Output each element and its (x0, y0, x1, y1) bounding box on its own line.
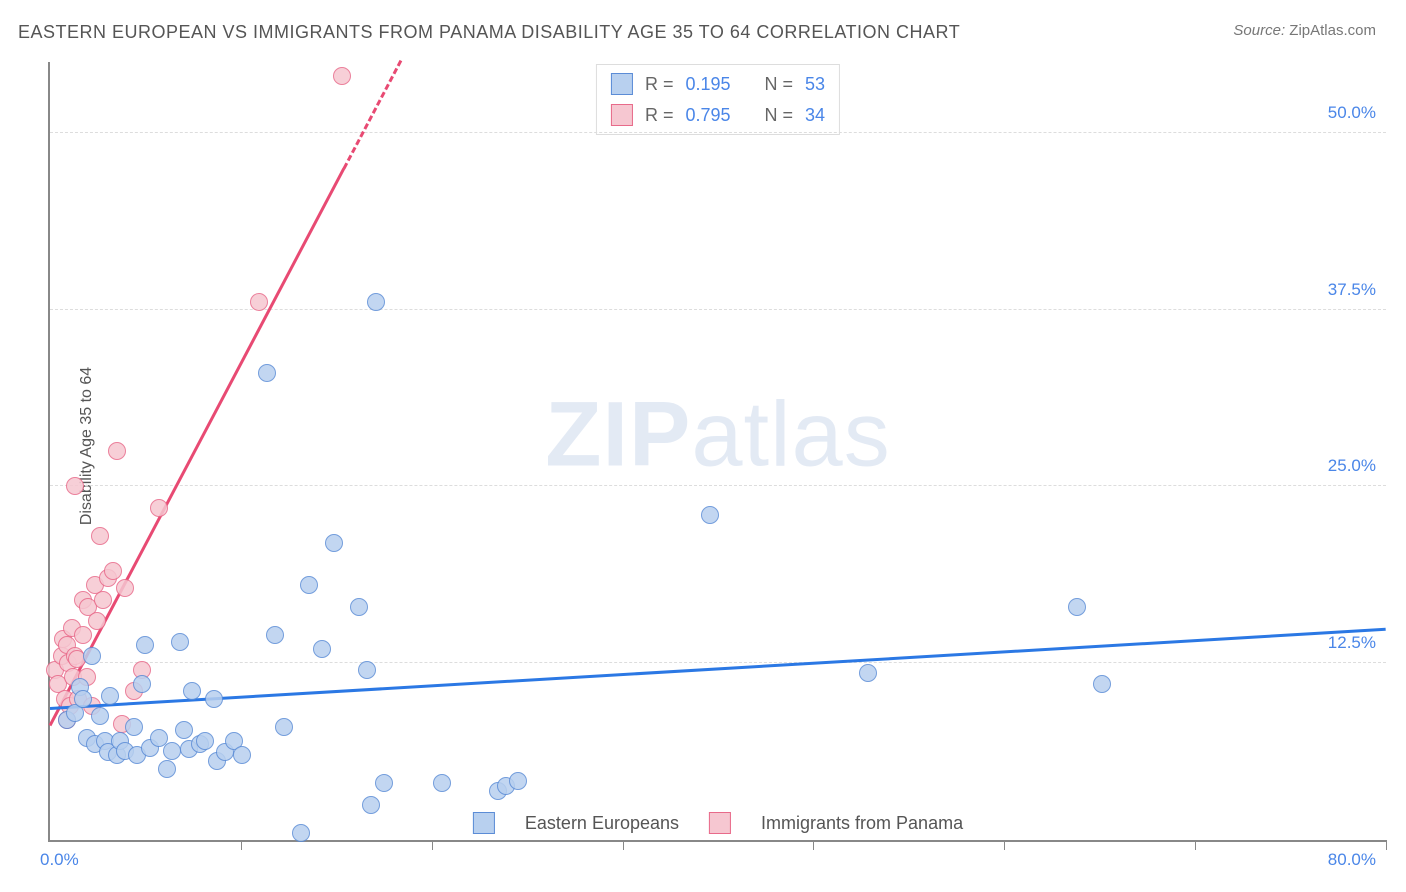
data-point (171, 633, 189, 651)
data-point (136, 636, 154, 654)
swatch-series2 (611, 104, 633, 126)
data-point (258, 364, 276, 382)
grid-line (50, 132, 1386, 133)
data-point (175, 721, 193, 739)
data-point (358, 661, 376, 679)
trend-line (49, 167, 346, 726)
series-legend: Eastern Europeans Immigrants from Panama (463, 810, 973, 836)
grid-line (50, 485, 1386, 486)
data-point (101, 687, 119, 705)
x-tick (813, 840, 814, 850)
data-point (158, 760, 176, 778)
x-tick (432, 840, 433, 850)
n-label: N = (765, 100, 794, 131)
data-point (94, 591, 112, 609)
trend-line (343, 60, 402, 169)
trend-line (50, 628, 1386, 710)
correlation-stats-box: R = 0.195 N = 53 R = 0.795 N = 34 (596, 64, 840, 135)
data-point (362, 796, 380, 814)
data-point (163, 742, 181, 760)
watermark-atlas: atlas (691, 384, 890, 486)
data-point (313, 640, 331, 658)
data-point (74, 626, 92, 644)
data-point (367, 293, 385, 311)
data-point (1093, 675, 1111, 693)
n-label: N = (765, 69, 794, 100)
source-credit: Source: ZipAtlas.com (1233, 22, 1376, 39)
data-point (83, 647, 101, 665)
chart-title: EASTERN EUROPEAN VS IMMIGRANTS FROM PANA… (18, 22, 960, 43)
data-point (205, 690, 223, 708)
n-value-series1: 53 (805, 69, 825, 100)
data-point (292, 824, 310, 842)
source-value: ZipAtlas.com (1289, 22, 1376, 39)
stats-row-series2: R = 0.795 N = 34 (611, 100, 825, 131)
x-tick (623, 840, 624, 850)
r-label: R = (645, 100, 674, 131)
y-tick-label: 12.5% (1328, 633, 1376, 653)
data-point (116, 579, 134, 597)
data-point (150, 499, 168, 517)
x-tick (1386, 840, 1387, 850)
source-label: Source: (1233, 22, 1285, 39)
r-value-series2: 0.795 (685, 100, 730, 131)
data-point (433, 774, 451, 792)
grid-line (50, 662, 1386, 663)
data-point (91, 527, 109, 545)
r-label: R = (645, 69, 674, 100)
data-point (509, 772, 527, 790)
data-point (1068, 598, 1086, 616)
data-point (350, 598, 368, 616)
data-point (250, 293, 268, 311)
x-tick (1195, 840, 1196, 850)
data-point (325, 534, 343, 552)
data-point (74, 690, 92, 708)
y-tick-label: 25.0% (1328, 456, 1376, 476)
x-min-label: 0.0% (40, 850, 79, 870)
data-point (125, 718, 143, 736)
data-point (196, 732, 214, 750)
data-point (108, 442, 126, 460)
data-point (233, 746, 251, 764)
data-point (133, 675, 151, 693)
data-point (275, 718, 293, 736)
data-point (701, 506, 719, 524)
x-max-label: 80.0% (1328, 850, 1376, 870)
legend-swatch-series1 (473, 812, 495, 834)
stats-row-series1: R = 0.195 N = 53 (611, 69, 825, 100)
data-point (66, 477, 84, 495)
x-tick (1004, 840, 1005, 850)
data-point (300, 576, 318, 594)
data-point (88, 612, 106, 630)
data-point (183, 682, 201, 700)
data-point (104, 562, 122, 580)
data-point (91, 707, 109, 725)
legend-swatch-series2 (709, 812, 731, 834)
y-tick-label: 37.5% (1328, 280, 1376, 300)
data-point (333, 67, 351, 85)
n-value-series2: 34 (805, 100, 825, 131)
scatter-plot-area: ZIPatlas R = 0.195 N = 53 R = 0.795 N = … (48, 62, 1386, 842)
data-point (859, 664, 877, 682)
r-value-series1: 0.195 (685, 69, 730, 100)
data-point (375, 774, 393, 792)
x-tick (241, 840, 242, 850)
watermark-text: ZIPatlas (545, 383, 890, 488)
legend-label-series1: Eastern Europeans (525, 813, 679, 834)
grid-line (50, 309, 1386, 310)
y-tick-label: 50.0% (1328, 103, 1376, 123)
swatch-series1 (611, 73, 633, 95)
data-point (266, 626, 284, 644)
legend-label-series2: Immigrants from Panama (761, 813, 963, 834)
watermark-zip: ZIP (545, 384, 691, 486)
